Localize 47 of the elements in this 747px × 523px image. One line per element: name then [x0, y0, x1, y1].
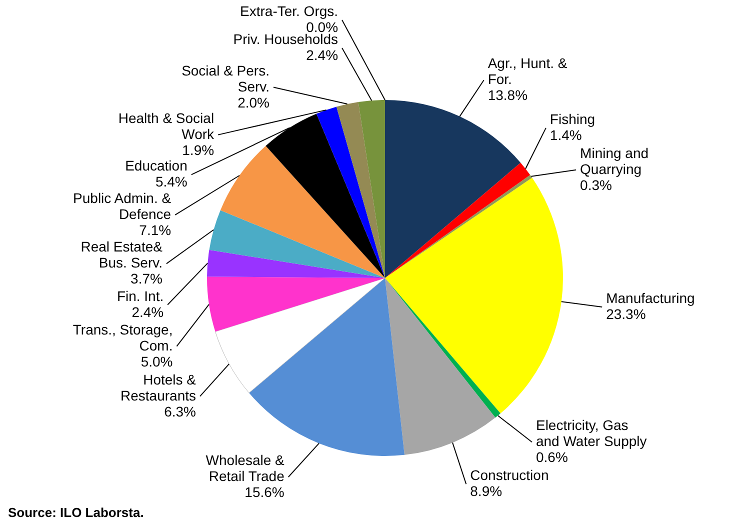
- data-label: 23.3%: [606, 306, 646, 322]
- data-label: 13.8%: [488, 87, 528, 104]
- data-label: 2.4%: [132, 304, 164, 320]
- data-label: 2.0%: [238, 94, 270, 110]
- data-label: 5.0%: [140, 353, 173, 370]
- category-label: Extra-Ter. Orgs.: [240, 3, 338, 19]
- pie-slice: [385, 278, 501, 418]
- data-label: 1.4%: [550, 126, 582, 143]
- pie-slice: [207, 250, 385, 278]
- slice-label: Real Estate& Bus. Serv.: [80, 238, 164, 271]
- slice-label: Health & Social Work: [118, 110, 216, 142]
- pie-slice: [336, 102, 385, 278]
- pie-slice: [358, 100, 385, 278]
- data-label: 7.1%: [139, 222, 172, 238]
- slice-label: Construction: [470, 467, 549, 484]
- slice-label: Social & Pers. Serv.: [182, 62, 270, 94]
- slice-label: Public Admin. & Defence: [73, 190, 172, 222]
- slice-label: Trans., Storage, Com.: [72, 321, 173, 354]
- text: 0.0%: [306, 19, 338, 35]
- slice-label: Electricity, Gas and Water Supply: [536, 417, 647, 450]
- pie-slice: [215, 278, 386, 394]
- slice-label: Fishing: [550, 110, 596, 127]
- data-label: 5.4%: [155, 174, 188, 190]
- data-label: 0.6%: [536, 449, 568, 466]
- pie-slice: [220, 146, 385, 278]
- pie-slice: [249, 278, 405, 456]
- data-label: 15.6%: [244, 484, 284, 500]
- data-label: 2.4%: [306, 46, 338, 63]
- pie-slice: [316, 106, 385, 278]
- slice-label: Agr., Hunt. & For.: [488, 55, 568, 88]
- slice-label: Mining and Quarrying: [580, 144, 649, 177]
- data-label: 8.9%: [470, 483, 502, 500]
- slice-label: Education: [125, 158, 188, 174]
- pie-slice: [385, 178, 563, 414]
- pie-slice: [385, 278, 496, 455]
- pie-slice: [209, 210, 385, 278]
- slice-label: Hotels & Restaurants: [120, 371, 197, 404]
- slice-label: Fin. Int.: [116, 288, 164, 304]
- pie-slice: [385, 100, 521, 278]
- data-label: 1.9%: [182, 142, 214, 158]
- pie-slice: [207, 276, 385, 332]
- data-label: 3.7%: [130, 270, 162, 287]
- data-label: 6.3%: [164, 403, 196, 420]
- data-label: 0.3%: [580, 176, 612, 193]
- slice-label: Wholesale & Retail Trade: [206, 452, 286, 484]
- source-note: Source: ILO Laborsta.: [8, 505, 144, 520]
- slice-label: Manufacturing: [606, 290, 695, 306]
